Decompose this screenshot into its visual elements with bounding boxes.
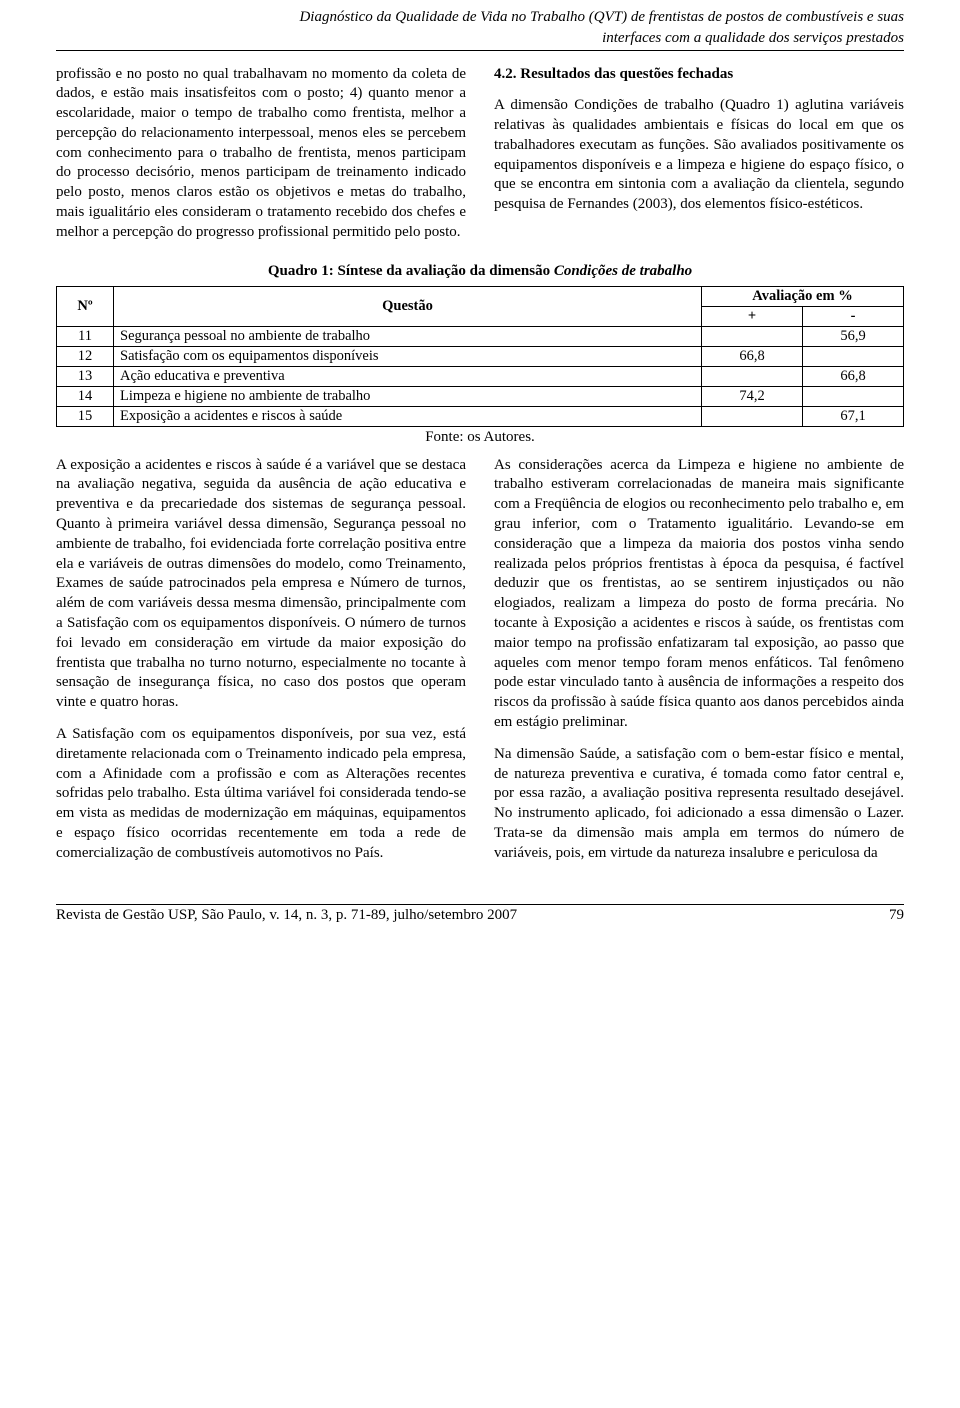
body-right-p1: As considerações acerca da Limpeza e hig… [494,456,904,733]
table-source: Fonte: os Autores. [56,429,904,446]
section-heading-4-2: 4.2. Resultados das questões fechadas [494,65,904,85]
table-row: 14Limpeza e higiene no ambiente de traba… [57,386,904,406]
cell-plus [702,326,803,346]
cell-n: 15 [57,406,114,426]
cell-n: 13 [57,366,114,386]
body-col-right: As considerações acerca da Limpeza e hig… [494,456,904,876]
table-row: 15Exposição a acidentes e riscos à saúde… [57,406,904,426]
cell-question: Ação educativa e preventiva [114,366,702,386]
footer-citation: Revista de Gestão USP, São Paulo, v. 14,… [56,907,517,924]
running-head-line1: Diagnóstico da Qualidade de Vida no Trab… [56,8,904,27]
body-col-left: A exposição a acidentes e riscos à saúde… [56,456,466,876]
cell-minus: 56,9 [803,326,904,346]
body-left-p1: A exposição a acidentes e riscos à saúde… [56,456,466,713]
cell-plus [702,406,803,426]
table-title: Quadro 1: Síntese da avaliação da dimens… [56,263,904,280]
footer-rule [56,904,904,905]
table-row: 13Ação educativa e preventiva 66,8 [57,366,904,386]
th-questao: Questão [114,286,702,326]
cell-question: Satisfação com os equipamentos disponíve… [114,346,702,366]
cell-question: Exposição a acidentes e riscos à saúde [114,406,702,426]
th-plus: + [702,306,803,326]
intro-left-paragraph: profissão e no posto no qual trabalhavam… [56,65,466,243]
intro-columns: profissão e no posto no qual trabalhavam… [56,65,904,255]
cell-minus [803,386,904,406]
intro-col-left: profissão e no posto no qual trabalhavam… [56,65,466,255]
th-minus: - [803,306,904,326]
th-n: Nº [57,286,114,326]
cell-plus [702,366,803,386]
quadro-1: Nº Questão Avaliação em % + - 11Seguranç… [56,286,904,427]
cell-n: 14 [57,386,114,406]
table-row: 12Satisfação com os equipamentos disponí… [57,346,904,366]
header-rule [56,50,904,51]
cell-minus [803,346,904,366]
intro-col-right: 4.2. Resultados das questões fechadas A … [494,65,904,255]
body-right-p2: Na dimensão Saúde, a satisfação com o be… [494,745,904,864]
table-title-italic: Condições de trabalho [554,263,692,279]
body-left-p2: A Satisfação com os equipamentos disponí… [56,725,466,864]
cell-n: 11 [57,326,114,346]
th-avaliacao: Avaliação em % [702,286,904,306]
cell-question: Segurança pessoal no ambiente de trabalh… [114,326,702,346]
cell-plus: 66,8 [702,346,803,366]
footer-page-number: 79 [889,907,904,924]
running-head-line2: interfaces com a qualidade dos serviços … [56,29,904,48]
footer-wrap: Revista de Gestão USP, São Paulo, v. 14,… [56,904,904,932]
table-title-text: Quadro 1: Síntese da avaliação da dimens… [268,263,554,279]
cell-plus: 74,2 [702,386,803,406]
quadro-1-body: 11Segurança pessoal no ambiente de traba… [57,326,904,426]
footer: Revista de Gestão USP, São Paulo, v. 14,… [56,907,904,932]
intro-right-paragraph: A dimensão Condições de trabalho (Quadro… [494,96,904,215]
table-row: 11Segurança pessoal no ambiente de traba… [57,326,904,346]
cell-minus: 67,1 [803,406,904,426]
cell-question: Limpeza e higiene no ambiente de trabalh… [114,386,702,406]
cell-minus: 66,8 [803,366,904,386]
body-columns: A exposição a acidentes e riscos à saúde… [56,456,904,876]
cell-n: 12 [57,346,114,366]
